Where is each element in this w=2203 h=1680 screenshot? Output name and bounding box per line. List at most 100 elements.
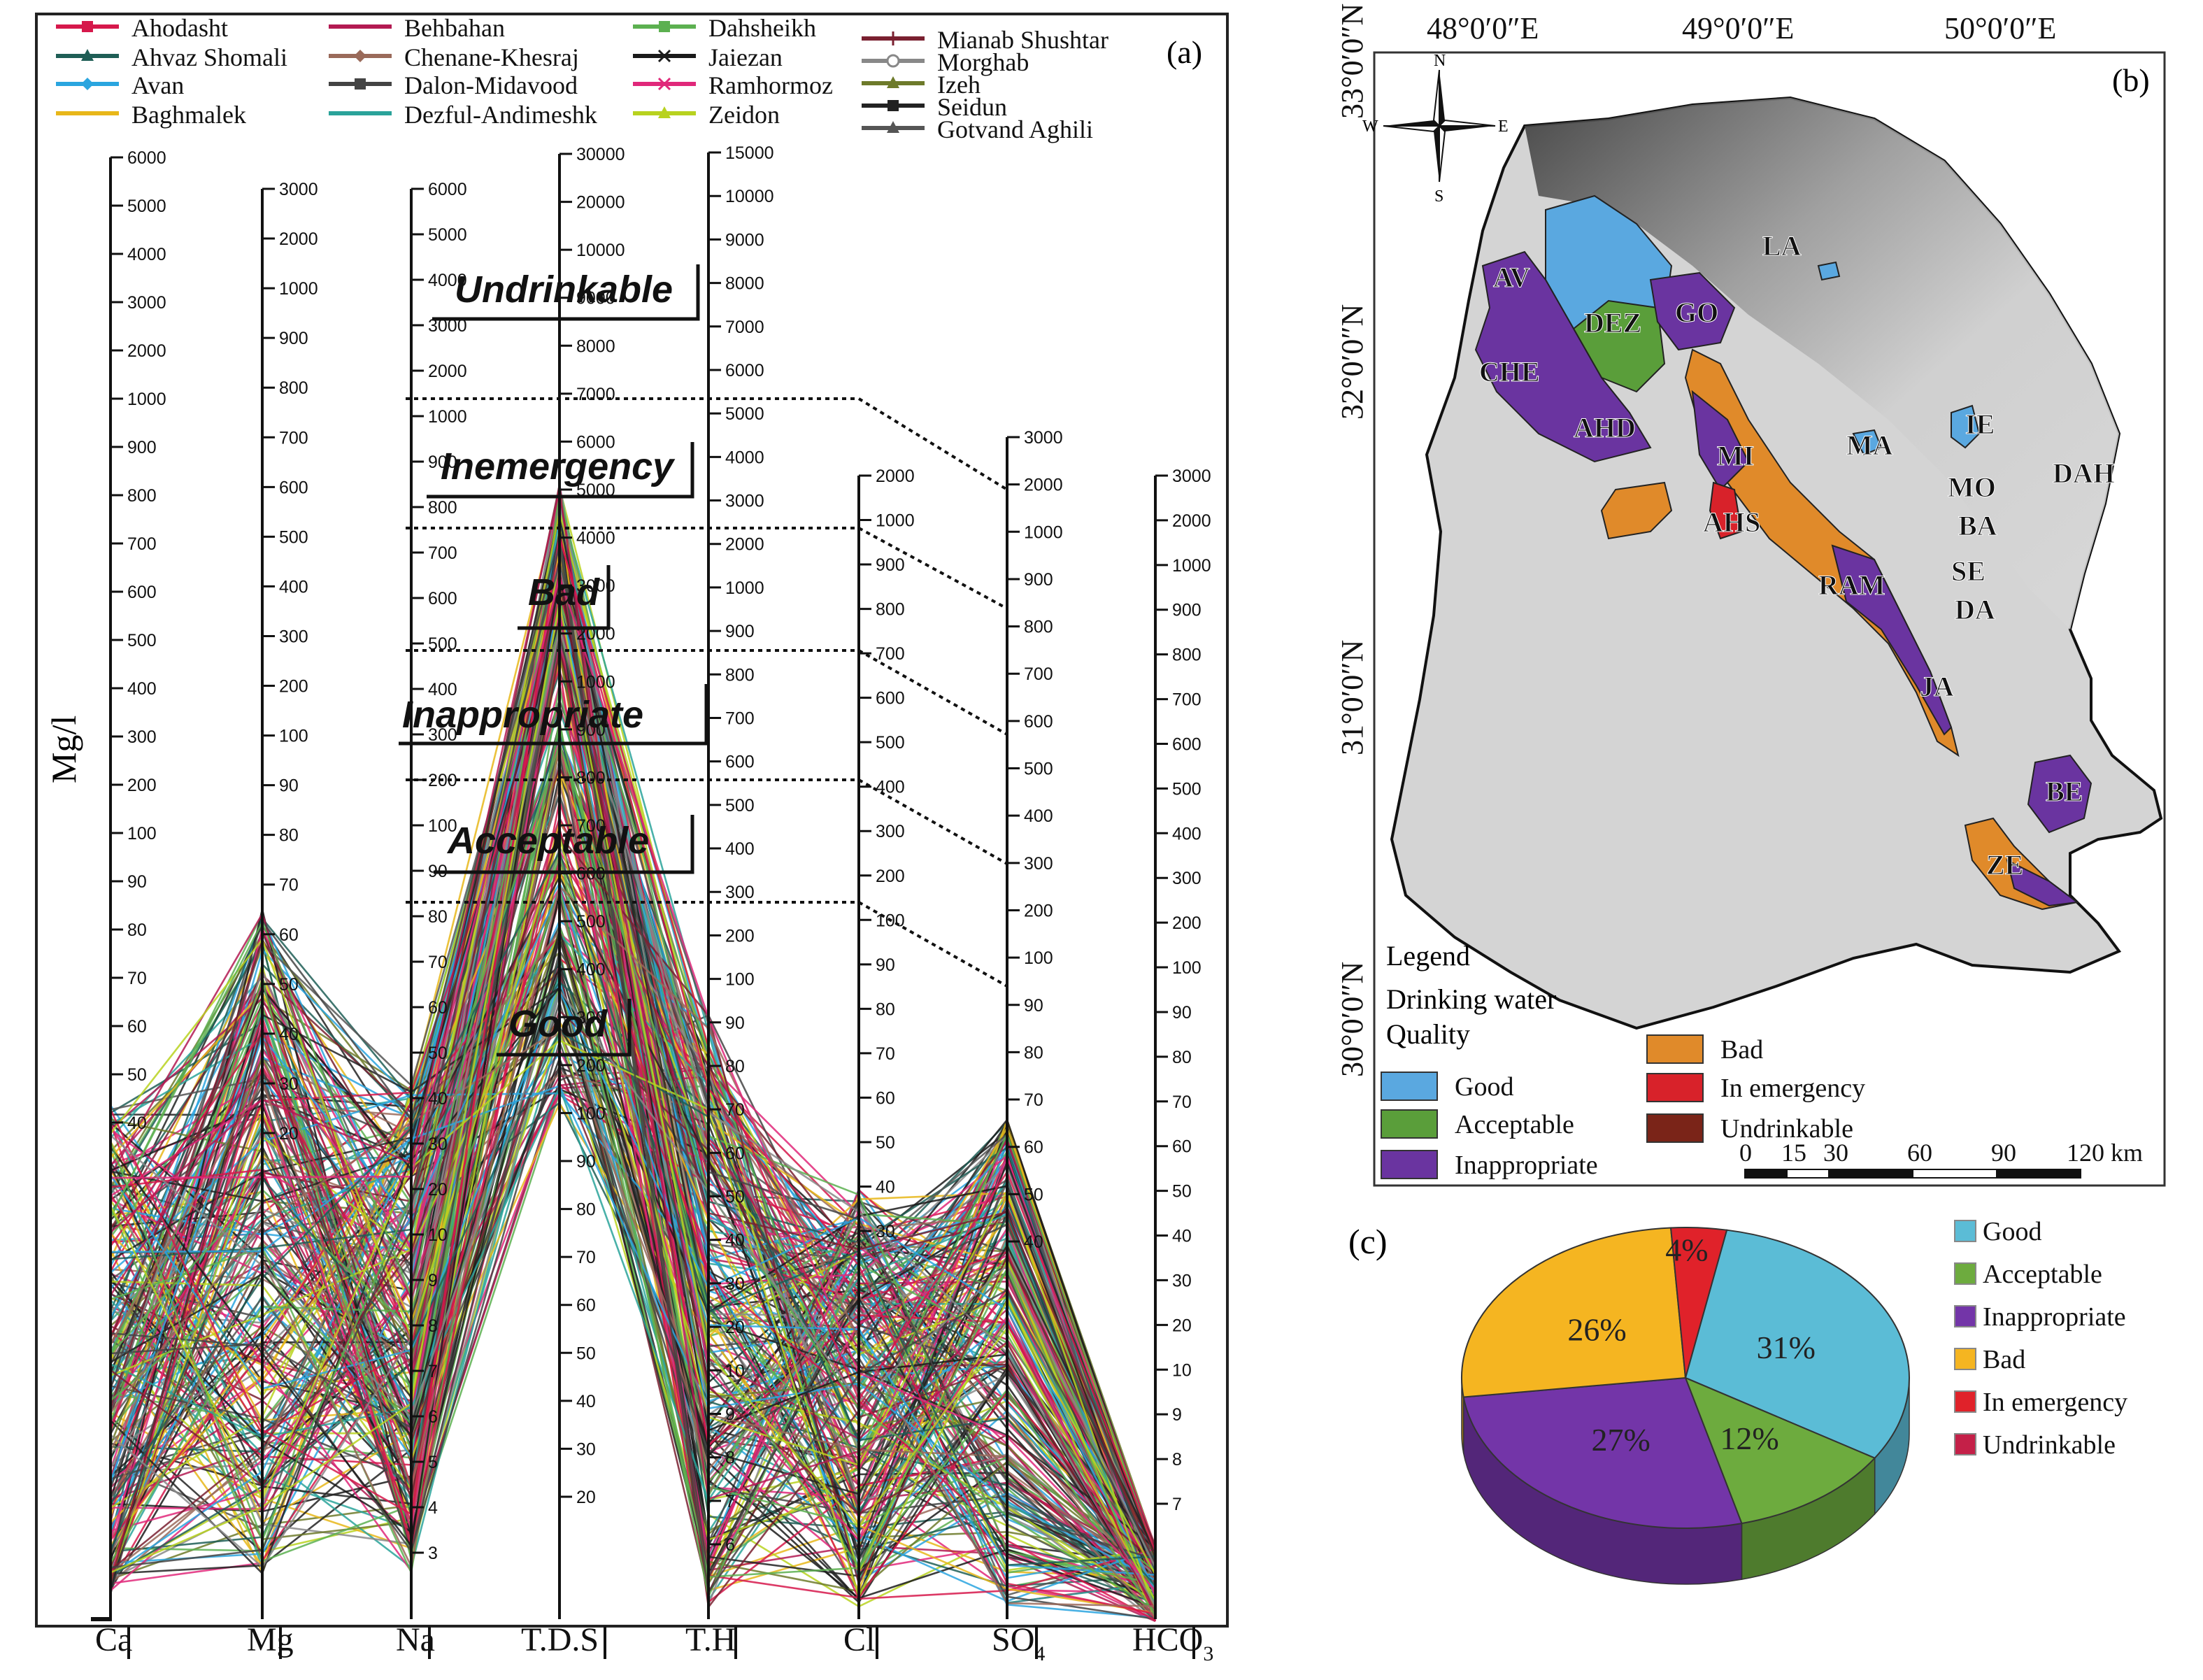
scale-bar-label: 60 [1907, 1139, 1932, 1167]
axis-tick-label: 200 [576, 1056, 606, 1076]
axis-tick-label: 3000 [127, 293, 166, 313]
axis-tick-label: 400 [1172, 824, 1202, 843]
axis-tick-label: 700 [576, 816, 606, 836]
legend-label: Jaiezan [708, 43, 783, 71]
north-arrow-icon: N S E W [1362, 52, 1509, 206]
axis-tick-label: 700 [127, 534, 157, 554]
axis-tick-label: 2000 [725, 535, 764, 555]
scale-bar-segment [1996, 1169, 2081, 1179]
legend-marker-circle-icon [886, 54, 900, 68]
region-label: LA [1762, 230, 1802, 262]
axis-tick-label: 60 [725, 1144, 745, 1163]
legend-label: Behbahan [404, 14, 505, 42]
legend-marker-x-icon [657, 49, 671, 63]
axis-tick-label: 1000 [725, 578, 764, 598]
pie-legend-label: Inappropriate [1983, 1302, 2126, 1332]
axis-tick-label: 6000 [428, 180, 467, 199]
axis-tick-label: 600 [279, 478, 308, 497]
axis-tick-label: 80 [279, 826, 299, 846]
axis-tick-label: 80 [127, 920, 147, 940]
legend-marker-diamond-icon [354, 50, 366, 62]
zone-ahs-emergency [1709, 481, 1743, 540]
axis-tick-label: 90 [127, 872, 147, 892]
axis-tick-label: 30 [725, 1274, 745, 1294]
region-label: BE [2046, 776, 2083, 807]
quality-label: Bad [528, 571, 600, 613]
axis-tick-label: 60 [1024, 1138, 1043, 1158]
axis-tick-label: 70 [1024, 1090, 1043, 1110]
axis-tick-label: 20 [1172, 1316, 1192, 1335]
map-legend-subtitle-1: Drinking water [1386, 983, 1556, 1015]
axis-tick-label: 70 [279, 876, 299, 895]
axis-tick-label: 800 [1172, 646, 1202, 665]
latitude-label: 30°0′0″N [1335, 962, 1369, 1077]
mountain-relief [1525, 98, 2119, 629]
axis-tick-label: 400 [876, 778, 905, 797]
panel-c-label: (c) [1348, 1222, 1388, 1261]
zone-be-inappropriate [2027, 754, 2093, 834]
legend-marker-x-icon [657, 77, 671, 91]
quality-label-frame [518, 565, 611, 630]
pie-chart: 31% 12% 27% 26% 4% [1461, 1227, 1910, 1585]
axis-tick-label: 6 [428, 1407, 438, 1427]
axis-tick-label: 100 [725, 970, 755, 990]
legend-label: Izeh [937, 71, 981, 99]
sample-line [109, 832, 1157, 1613]
legend-label: Baghmalek [131, 101, 246, 129]
axis-tick-label: 1000 [1172, 556, 1211, 576]
axis-tick-label: 300 [1172, 869, 1202, 888]
axis-tick-label: 80 [1172, 1048, 1192, 1067]
axis-tick-label: 200 [725, 926, 755, 946]
axis-tick-label: 500 [1024, 760, 1053, 779]
axis-tick-label: 800 [428, 498, 457, 518]
axis-tick-label: 40 [876, 1177, 895, 1197]
axis-tick-label: 400 [127, 679, 157, 699]
legend-marker-square-icon [659, 21, 670, 32]
zone-ma-good [1852, 429, 1883, 456]
quality-label-frame [434, 815, 694, 874]
axis-tick-label: 8000 [576, 336, 615, 356]
compass-n: N [1434, 52, 1446, 70]
region-label: DAH [2053, 457, 2115, 489]
pie-legend-swatch [1954, 1390, 1976, 1413]
compass-s: S [1434, 187, 1443, 206]
pie-data-label: 4% [1665, 1232, 1708, 1268]
sample-line [109, 485, 1157, 1547]
map-legend-label: Undrinkable [1720, 1114, 1853, 1144]
panel-a-label: (a) [1167, 34, 1202, 70]
axis-name-subscript: 3 [1203, 1642, 1213, 1665]
pie-data-label: 12% [1720, 1421, 1778, 1456]
sample-line [109, 885, 1156, 1607]
axis-tick-label: 60 [428, 998, 448, 1018]
axis-tick-label: 80 [576, 1200, 596, 1220]
map-legend-swatch [1646, 1113, 1704, 1143]
region-label: MA [1846, 429, 1893, 461]
axis-tick-label: 70 [876, 1044, 895, 1064]
axis-tick-label: 7000 [576, 385, 615, 404]
axis-tick-label: 100 [576, 1104, 606, 1123]
sample-line [110, 574, 1156, 1591]
axis-tick-label: 300 [279, 627, 308, 646]
sample-line [109, 741, 1156, 1611]
legend-label: Avan [131, 71, 184, 99]
region-label: AHS [1703, 506, 1760, 538]
pie-data-label: 27% [1591, 1422, 1650, 1458]
longitude-label: 50°0′0″E [1944, 11, 2056, 45]
pie-slice [1684, 1376, 1876, 1525]
quality-label-frame [497, 999, 632, 1057]
sample-line [109, 667, 1156, 1604]
zone-la-good [1817, 261, 1841, 281]
zone-go-inappropriate [1649, 271, 1736, 351]
sample-line [110, 988, 1157, 1568]
sample-line [109, 624, 1157, 1616]
axis-tick-label: 2000 [1172, 511, 1211, 531]
legend-marker-square-icon [355, 78, 366, 90]
axis-tick-label: 100 [1024, 948, 1053, 968]
axis-tick-label: 10000 [725, 187, 774, 206]
axis-tick-label: 800 [576, 768, 606, 788]
sample-line [110, 726, 1157, 1555]
longitude-label: 48°0′0″E [1427, 11, 1539, 45]
axis-name: T.D.S [521, 1621, 599, 1658]
axis-tick-label: 8 [725, 1448, 735, 1468]
